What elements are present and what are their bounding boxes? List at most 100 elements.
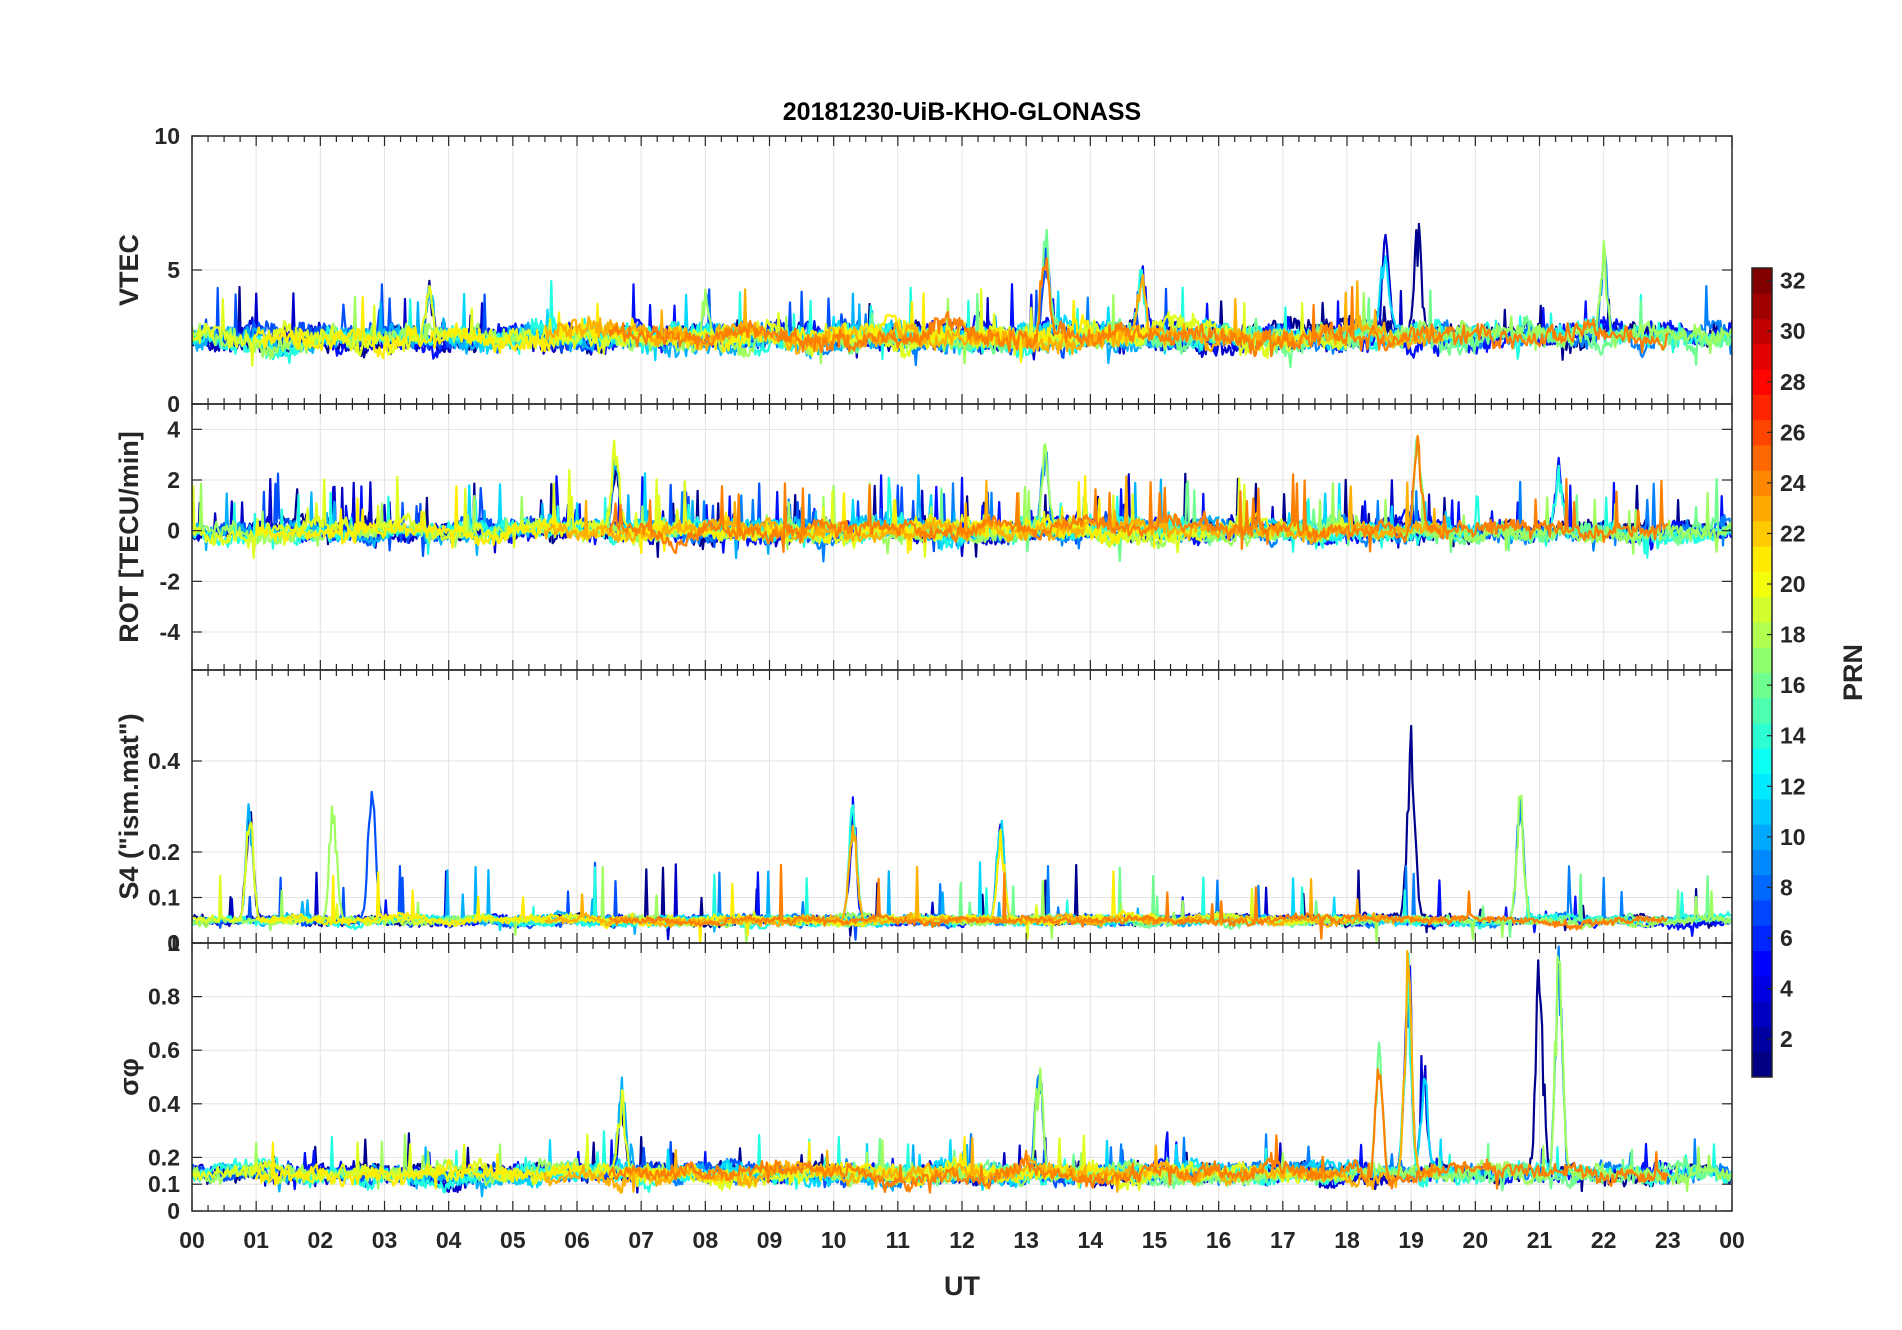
colorbar-tick-label: 6 — [1780, 925, 1793, 951]
colorbar-segment — [1752, 950, 1772, 977]
colorbar-segment — [1752, 672, 1772, 699]
colorbar-tick-label: 24 — [1780, 470, 1806, 496]
colorbar-segment — [1752, 824, 1772, 850]
colorbar-segment — [1752, 520, 1772, 547]
y-axis-label-panel-3: σφ — [114, 1058, 144, 1096]
colorbar-tick-label: 14 — [1780, 723, 1806, 749]
colorbar-frame — [1751, 267, 1773, 1078]
y-tick-label-panel-3: 0.6 — [148, 1037, 180, 1063]
colorbar-tick-label: 18 — [1780, 622, 1806, 648]
y-tick-label-panel-2: 0.1 — [148, 885, 180, 911]
series-prn-22-panel-1 — [543, 475, 1445, 545]
x-tick-label: 19 — [1398, 1227, 1424, 1253]
colorbar-segment — [1752, 394, 1772, 421]
colorbar-segment — [1752, 318, 1772, 345]
x-tick-label: 00 — [179, 1227, 205, 1253]
x-tick-label: 02 — [308, 1227, 334, 1253]
colorbar-segment — [1752, 697, 1772, 724]
colorbar-tick-label: 10 — [1780, 824, 1806, 850]
panel-0-plot — [192, 222, 1732, 369]
x-tick-label: 05 — [500, 1227, 526, 1253]
colorbar-segment — [1752, 773, 1772, 800]
x-axis-label: UT — [944, 1271, 980, 1301]
x-tick-label: 04 — [436, 1227, 462, 1253]
y-tick-label-panel-0: 10 — [154, 123, 180, 149]
colorbar-segment — [1752, 748, 1772, 775]
colorbar-segment — [1752, 571, 1772, 598]
y-axis-label-panel-0: VTEC — [114, 234, 144, 306]
series-prn-17-panel-2 — [192, 794, 1732, 943]
x-tick-label: 13 — [1013, 1227, 1039, 1253]
colorbar-segment — [1752, 900, 1772, 926]
x-tick-label: 22 — [1591, 1227, 1617, 1253]
series-prn-24-panel-2 — [608, 863, 1668, 940]
colorbar-segment — [1752, 419, 1772, 446]
y-tick-label-panel-1: 0 — [167, 518, 180, 544]
colorbar-tick-label: 16 — [1780, 672, 1806, 698]
colorbar-segment — [1752, 798, 1772, 825]
y-axis-label-panel-1: ROT [TECU/min] — [114, 431, 144, 642]
colorbar-tick-label: 8 — [1780, 874, 1793, 900]
y-tick-label-panel-3: 0.4 — [148, 1091, 180, 1117]
colorbar-tick-label: 32 — [1780, 268, 1806, 294]
series-prn-24-panel-1 — [608, 434, 1669, 555]
colorbar-segment — [1752, 723, 1772, 749]
colorbar-tick-label: 30 — [1780, 318, 1806, 344]
y-axis-labels: VTEC ROT [TECU/min] S4 ("ism.mat") σφ — [114, 234, 144, 1096]
colorbar-segment — [1752, 621, 1772, 648]
colorbar-segment — [1752, 495, 1772, 522]
panel-2-plot — [192, 724, 1732, 943]
colorbar-segment — [1752, 470, 1772, 497]
y-tick-label-panel-3: 0.2 — [148, 1144, 180, 1170]
colorbar-segment — [1752, 975, 1772, 1002]
x-tick-label: 20 — [1463, 1227, 1489, 1253]
colorbar-segment — [1752, 647, 1772, 673]
colorbar-tick-label: 4 — [1780, 976, 1793, 1002]
panel-1-plot — [192, 434, 1732, 563]
series-prn-9-panel-3 — [672, 945, 1732, 1189]
y-tick-label-panel-1: 2 — [167, 467, 180, 493]
y-tick-label-panel-1: -2 — [160, 568, 180, 594]
colorbar-segment — [1752, 444, 1772, 471]
x-tick-label: 17 — [1270, 1227, 1296, 1253]
colorbar-tick-label: 20 — [1780, 571, 1806, 597]
x-tick-label: 12 — [949, 1227, 975, 1253]
x-tick-label: 16 — [1206, 1227, 1232, 1253]
x-tick-label: 23 — [1655, 1227, 1681, 1253]
colorbar-segment — [1752, 1026, 1772, 1053]
colorbar-segment — [1752, 268, 1772, 294]
colorbar-tick-label: 12 — [1780, 773, 1806, 799]
plot-series-layer — [192, 222, 1732, 1198]
series-prn-1-panel-0 — [192, 222, 1732, 361]
colorbar-segment — [1752, 596, 1772, 623]
colorbar-segment — [1752, 1001, 1772, 1027]
y-axis-label-panel-2: S4 ("ism.mat") — [114, 713, 144, 899]
y-tick-label-panel-3: 0 — [167, 1198, 180, 1224]
y-tick-label-panel-1: 4 — [167, 416, 180, 442]
series-prn-24-panel-3 — [608, 1068, 1669, 1194]
y-tick-label-panel-3: 0.8 — [148, 984, 180, 1010]
x-tick-label: 15 — [1142, 1227, 1168, 1253]
x-tick-label: 08 — [693, 1227, 719, 1253]
y-tick-label-panel-1: -4 — [160, 619, 181, 645]
x-tick-label: 21 — [1527, 1227, 1553, 1253]
x-tick-labels: 00 01 02 03 04 05 06 07 08 09 10 11 12 13 14 15 16 17 18 19… — [179, 1227, 1745, 1253]
x-tick-label: 00 — [1719, 1227, 1745, 1253]
axes-frames — [191, 135, 1733, 1212]
panel-3-plot — [192, 945, 1732, 1198]
series-prn-24-panel-0 — [608, 257, 1669, 358]
colorbar-segment — [1752, 343, 1772, 370]
x-tick-label: 14 — [1078, 1227, 1104, 1253]
series-prn-3-panel-3 — [287, 964, 1732, 1191]
colorbar-segment — [1752, 369, 1772, 395]
colorbar-tick-label: 28 — [1780, 369, 1806, 395]
x-tick-label: 03 — [372, 1227, 398, 1253]
y-tick-label-panel-2: 0.4 — [148, 748, 180, 774]
y-tick-label-panel-0: 0 — [167, 391, 180, 417]
series-prn-13-panel-1 — [192, 464, 1732, 559]
colorbar-label: PRN — [1838, 644, 1868, 701]
x-tick-label: 11 — [886, 1227, 911, 1253]
